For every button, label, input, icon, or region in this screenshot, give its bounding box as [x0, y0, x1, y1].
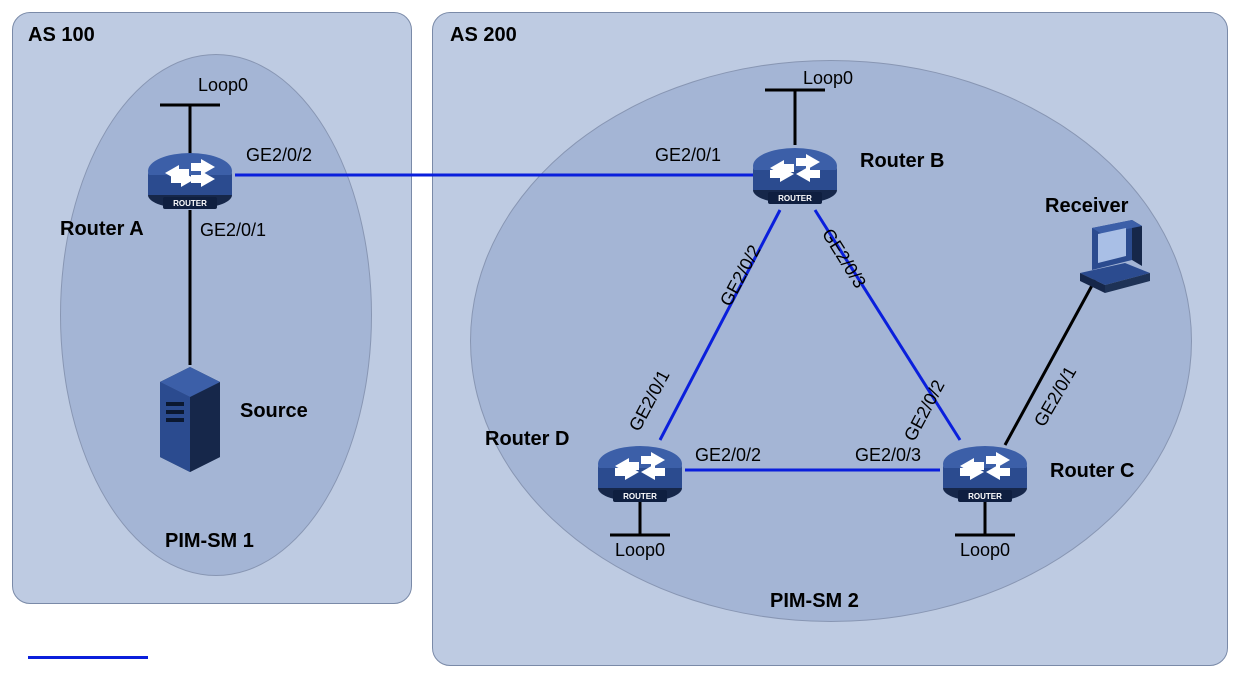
legend-line: [28, 656, 148, 659]
as200-title: AS 200: [450, 24, 517, 47]
router-a-label: Router A: [60, 218, 144, 241]
router-b: ROUTER: [750, 140, 840, 210]
pim2-label: PIM-SM 2: [770, 590, 859, 613]
router-d: ROUTER: [595, 438, 685, 508]
pim1-label: PIM-SM 1: [165, 530, 254, 553]
svg-text:ROUTER: ROUTER: [173, 199, 207, 208]
svg-text:ROUTER: ROUTER: [623, 492, 657, 501]
router-c-loop: Loop0: [960, 540, 1010, 561]
router-c-label: Router C: [1050, 460, 1134, 483]
router-a-ge2: GE2/0/2: [246, 145, 312, 166]
router-d-label: Router D: [485, 428, 569, 451]
router-b-ge1: GE2/0/1: [655, 145, 721, 166]
pim1-ellipse: [60, 54, 372, 576]
router-a-ge1: GE2/0/1: [200, 220, 266, 241]
receiver-pc: [1070, 218, 1160, 298]
router-b-loop: Loop0: [803, 68, 853, 89]
source-server: [150, 362, 230, 472]
svg-text:ROUTER: ROUTER: [778, 194, 812, 203]
source-label: Source: [240, 400, 308, 423]
router-a-loop: Loop0: [198, 75, 248, 96]
router-c-ge3: GE2/0/3: [855, 445, 921, 466]
receiver-label: Receiver: [1045, 195, 1128, 218]
router-d-ge2: GE2/0/2: [695, 445, 761, 466]
router-a: ROUTER: [145, 145, 235, 215]
svg-text:ROUTER: ROUTER: [968, 492, 1002, 501]
as100-title: AS 100: [28, 24, 95, 47]
router-b-label: Router B: [860, 150, 944, 173]
router-d-loop: Loop0: [615, 540, 665, 561]
router-c: ROUTER: [940, 438, 1030, 508]
